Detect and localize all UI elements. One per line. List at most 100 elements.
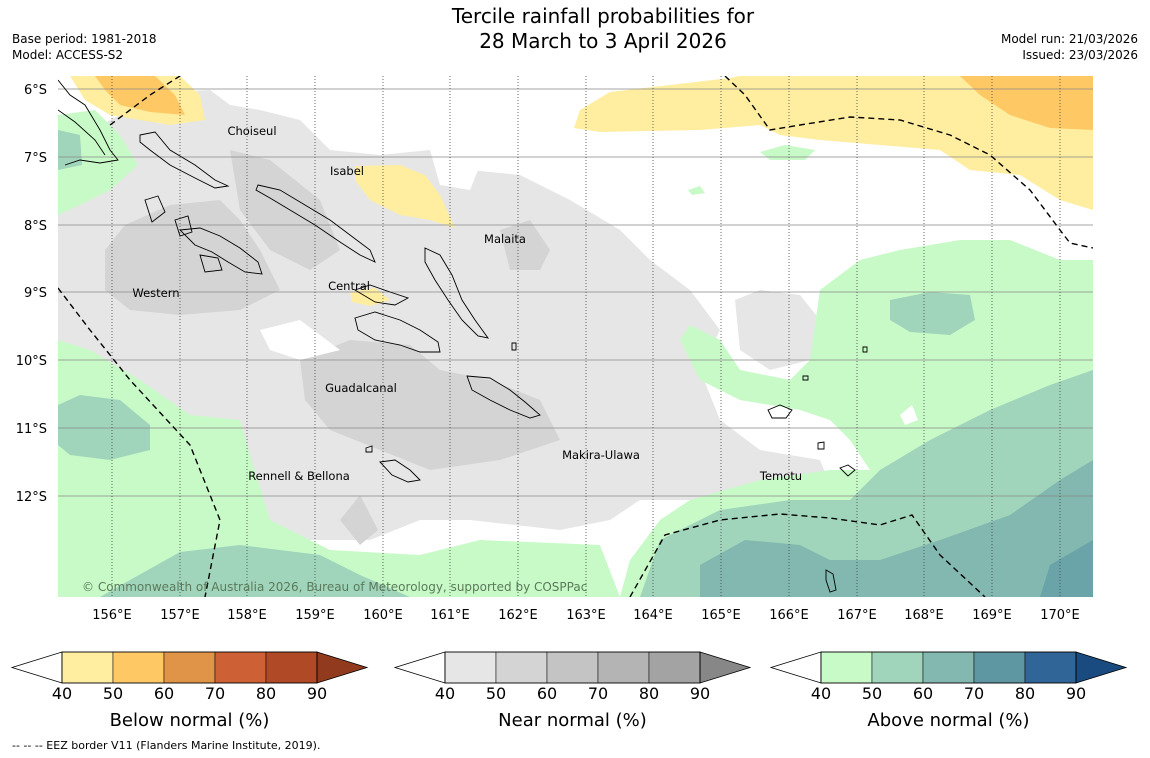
legend-low-extension — [10, 651, 63, 684]
lon-tick: 167°E — [837, 608, 877, 623]
legend-swatch — [820, 651, 873, 684]
florida-islands — [353, 284, 410, 306]
legend-above-normal: 40 50 60 70 80 90 Above normal (%) — [769, 651, 1128, 731]
lon-tick: 169°E — [972, 608, 1012, 623]
coastlines — [58, 79, 868, 593]
legend-low-extension — [769, 651, 822, 684]
legend-high-extension — [699, 651, 752, 684]
label-western: Western — [132, 286, 179, 300]
lat-tick: 8°S — [24, 219, 47, 234]
legend-tick-label: 70 — [588, 684, 608, 703]
lon-tick: 159°E — [295, 608, 335, 623]
legend-tick-label: 40 — [435, 684, 455, 703]
lon-tick: 165°E — [701, 608, 741, 623]
label-guadalcanal: Guadalcanal — [325, 381, 397, 395]
above-normal-small — [688, 186, 705, 195]
lat-tick: 11°S — [16, 422, 47, 437]
longitude-axis: 156°E 157°E 158°E 159°E 160°E 161°E 162°… — [92, 608, 1080, 623]
legend-tick-label: 50 — [103, 684, 123, 703]
near-normal-50-region — [500, 220, 550, 270]
guadalcanal-island — [354, 311, 441, 353]
legend-tick-label: 80 — [639, 684, 659, 703]
legend-tick-label: 60 — [537, 684, 557, 703]
below-normal-50-region — [960, 76, 1093, 130]
model-text: Model: ACCESS-S2 — [12, 48, 124, 62]
legend-tick-label: 40 — [52, 684, 72, 703]
near-normal-50-region — [105, 200, 280, 315]
lon-tick: 157°E — [160, 608, 200, 623]
issued-text: Issued: 23/03/2026 — [1022, 48, 1138, 62]
lon-tick: 162°E — [498, 608, 538, 623]
legend-swatch — [214, 651, 267, 684]
label-choiseul: Choiseul — [227, 124, 276, 138]
lon-tick: 158°E — [227, 608, 267, 623]
graticule — [58, 88, 1093, 497]
legend-swatch — [871, 651, 924, 684]
below-normal-50-region — [95, 76, 185, 115]
label-malaita: Malaita — [484, 232, 526, 246]
legend-title: Above normal (%) — [867, 710, 1029, 731]
choiseul-island — [139, 131, 230, 189]
legend-low-extension — [393, 651, 446, 684]
legend-tick-label: 40 — [811, 684, 831, 703]
below-normal-region-ne — [574, 76, 1093, 210]
copyright-text: © Commonwealth of Australia 2026, Bureau… — [82, 580, 587, 594]
latitude-axis: 6°S 7°S 8°S 9°S 10°S 11°S 12°S — [16, 83, 47, 505]
legend-below-normal: 40 50 60 70 80 90 Below normal (%) — [10, 651, 369, 731]
label-temotu: Temotu — [759, 469, 802, 483]
lon-tick: 163°E — [566, 608, 606, 623]
legend-tick-label: 70 — [964, 684, 984, 703]
legend-swatch — [1024, 651, 1077, 684]
legend-swatch — [495, 651, 548, 684]
legend-frame — [444, 651, 701, 684]
map-area: Choiseul Isabel Malaita Western Central … — [58, 76, 1093, 597]
lon-tick: 161°E — [430, 608, 470, 623]
meta-right: Model run: 21/03/2026 Issued: 23/03/2026 — [1001, 31, 1138, 63]
near-normal-50-region — [230, 150, 340, 270]
label-central: Central — [328, 279, 370, 293]
isabel-island — [255, 184, 376, 263]
legend-tick-label: 80 — [1015, 684, 1035, 703]
above-normal-60-region — [700, 460, 1093, 597]
legend-swatch — [265, 651, 318, 684]
legend-frame — [61, 651, 318, 684]
white-gap — [430, 150, 480, 190]
meta-left: Base period: 1981-2018 Model: ACCESS-S2 — [12, 31, 157, 63]
legend-swatch — [163, 651, 216, 684]
legend-title: Below normal (%) — [110, 710, 270, 731]
below-normal-region-isabel — [355, 165, 455, 228]
label-makira-ulawa: Makira-Ulawa — [562, 448, 640, 462]
legend-tick-label: 50 — [862, 684, 882, 703]
near-normal-region-east — [735, 290, 820, 370]
lon-tick: 166°E — [769, 608, 809, 623]
eez-footnote: -- -- -- EEZ border V11 (Flanders Marine… — [12, 739, 321, 752]
legend-tick-label: 60 — [913, 684, 933, 703]
legend-tick-label: 50 — [486, 684, 506, 703]
legend-tick-label: 90 — [690, 684, 710, 703]
legend-high-extension — [316, 651, 369, 684]
legend-swatch — [648, 651, 701, 684]
legend-tick-label: 70 — [205, 684, 225, 703]
rennell-island — [379, 459, 421, 483]
above-normal-50-region — [100, 545, 410, 597]
legend-swatch — [597, 651, 650, 684]
above-normal-70-region — [1040, 540, 1093, 597]
legend-title: Near normal (%) — [498, 710, 647, 731]
lat-tick: 10°S — [16, 354, 47, 369]
legend-swatch — [112, 651, 165, 684]
near-normal-50-region — [340, 495, 378, 545]
lat-tick: 6°S — [24, 83, 47, 98]
makira-island — [466, 375, 541, 419]
lat-tick: 7°S — [24, 151, 47, 166]
white-gap — [260, 320, 340, 360]
legend-frame — [820, 651, 1077, 684]
above-normal-region-west — [58, 340, 620, 597]
lon-tick: 156°E — [92, 608, 132, 623]
above-normal-50-region — [58, 130, 82, 170]
lon-tick: 164°E — [633, 608, 673, 623]
label-isabel: Isabel — [330, 164, 364, 178]
lat-tick: 12°S — [16, 490, 47, 505]
above-normal-50-region — [58, 395, 150, 460]
legend-swatch — [922, 651, 975, 684]
